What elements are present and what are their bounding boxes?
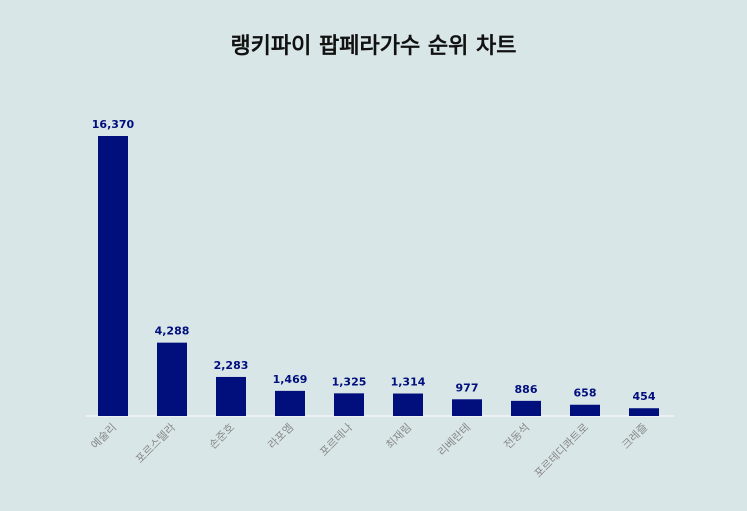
x-tick-label: 라포엠	[265, 421, 296, 452]
bar-4	[275, 390, 305, 416]
bar-3	[216, 376, 246, 416]
bar-8	[511, 400, 541, 416]
bar-7	[452, 399, 482, 416]
bar-value-label: 1,314	[391, 376, 426, 389]
bar-value-label: 1,325	[332, 375, 367, 388]
x-tick-label: 리베란테	[435, 421, 473, 459]
bar-value-label: 1,469	[273, 373, 308, 386]
bar-value-label: 16,370	[92, 118, 135, 131]
bar-value-label: 886	[515, 383, 538, 396]
x-tick-label: 최재림	[383, 421, 414, 452]
bar-value-label: 454	[633, 390, 656, 403]
bar-value-label: 4,288	[155, 325, 190, 338]
x-tick-label: 포르테나	[317, 421, 355, 459]
bar-6	[393, 393, 423, 416]
chart-title: 랭키파이 팝페라가수 순위 차트	[230, 34, 517, 59]
x-tick-label: 포르테디콰트로	[532, 421, 591, 480]
bar-value-label: 977	[456, 381, 479, 394]
x-tick-label: 예술리	[88, 421, 119, 452]
x-tick-label: 포르스텔라	[133, 421, 178, 466]
bar-9	[570, 404, 600, 416]
bar-value-label: 2,283	[214, 359, 249, 372]
bar-value-label: 658	[574, 387, 597, 400]
x-tick-label: 손준호	[206, 421, 237, 452]
bar-10	[629, 408, 659, 416]
x-tick-label: 크레즐	[619, 421, 650, 452]
bar-2	[157, 342, 187, 416]
bar-1	[98, 136, 128, 416]
bar-5	[334, 393, 364, 416]
x-tick-label: 전동석	[501, 421, 532, 452]
